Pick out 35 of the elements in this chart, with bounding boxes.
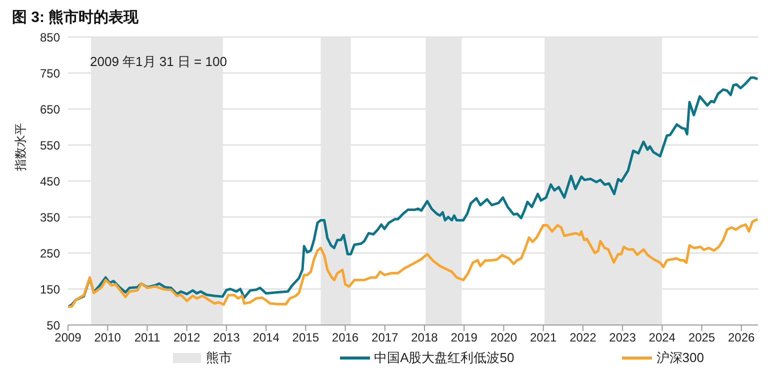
y-axis-title: 指数水平 <box>13 123 28 172</box>
x-tick-label: 2014 <box>252 330 280 345</box>
x-tick-label: 2009 <box>54 330 82 345</box>
x-tick-label: 2026 <box>728 330 756 345</box>
x-tick-label: 2023 <box>609 330 636 345</box>
legend-label: 中国A股大盘红利低波50 <box>374 349 514 367</box>
y-tick-label: 850 <box>40 30 60 44</box>
y-tick-label: 550 <box>40 138 60 152</box>
y-tick-label: 350 <box>40 210 60 224</box>
x-tick-label: 2012 <box>173 330 200 345</box>
x-tick-label: 2021 <box>530 330 557 345</box>
x-tick-label: 2010 <box>94 330 122 345</box>
line-series <box>68 218 758 308</box>
x-tick-label: 2011 <box>134 330 160 345</box>
x-tick-label: 2025 <box>688 330 716 345</box>
legend-label: 熊市 <box>206 349 232 367</box>
legend-label: 沪深300 <box>656 349 704 367</box>
chart-title: 图 3: 熊市时的表现 <box>12 8 140 27</box>
x-tick-label: 2013 <box>213 330 240 345</box>
x-tick-label: 2018 <box>411 330 438 345</box>
y-tick-label: 450 <box>40 174 60 188</box>
y-tick-label: 650 <box>40 102 60 116</box>
y-tick-label: 250 <box>40 246 60 260</box>
x-tick-label: 2019 <box>450 330 478 345</box>
x-tick-label: 2017 <box>372 330 399 345</box>
y-tick-label: 50 <box>46 318 60 332</box>
x-tick-label: 2022 <box>570 330 597 345</box>
y-tick-label: 750 <box>40 66 60 80</box>
annotation: 2009 年1月 31 日 = 100 <box>90 53 227 71</box>
x-tick-label: 2024 <box>648 330 676 345</box>
x-tick-label: 2015 <box>292 330 320 345</box>
x-tick-label: 2016 <box>332 330 359 345</box>
x-tick-label: 2020 <box>490 330 518 345</box>
line-series <box>68 76 758 308</box>
y-tick-label: 150 <box>40 282 60 296</box>
